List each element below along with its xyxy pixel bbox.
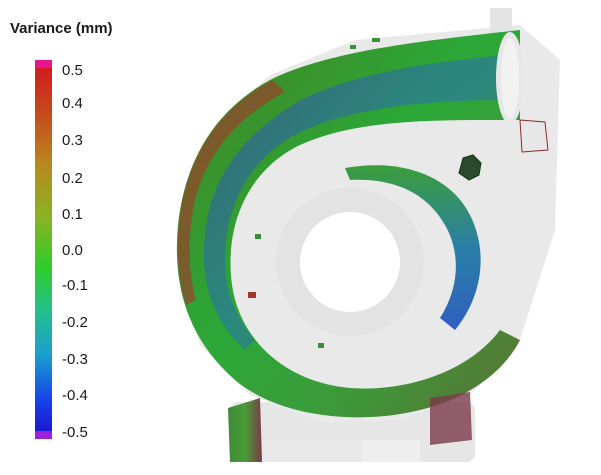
legend-tick: 0.2 <box>62 170 83 187</box>
legend-tick: -0.2 <box>62 314 88 331</box>
legend-tick: 0.1 <box>62 206 83 223</box>
legend-tick: 0.4 <box>62 95 83 112</box>
mounting-flange <box>228 392 472 462</box>
legend-tick: -0.5 <box>62 424 88 441</box>
side-flange <box>519 119 549 153</box>
outer-scroll-red-edge <box>177 80 285 305</box>
inner-arc-surface <box>345 165 481 330</box>
legend-tick: 0.3 <box>62 132 83 149</box>
legend-tick: 0.5 <box>62 62 83 79</box>
central-bore <box>276 188 424 336</box>
legend-tick: -0.3 <box>62 351 88 368</box>
legend-tick: 0.0 <box>62 242 83 259</box>
legend-tick: -0.1 <box>62 277 88 294</box>
volute-scan-viewport[interactable] <box>160 0 601 475</box>
color-scale-bar <box>35 60 52 439</box>
legend-title: Variance (mm) <box>10 20 113 37</box>
legend-tick: -0.4 <box>62 387 88 404</box>
outer-scroll-blue-band <box>203 55 510 350</box>
bolt-boss <box>458 154 482 181</box>
